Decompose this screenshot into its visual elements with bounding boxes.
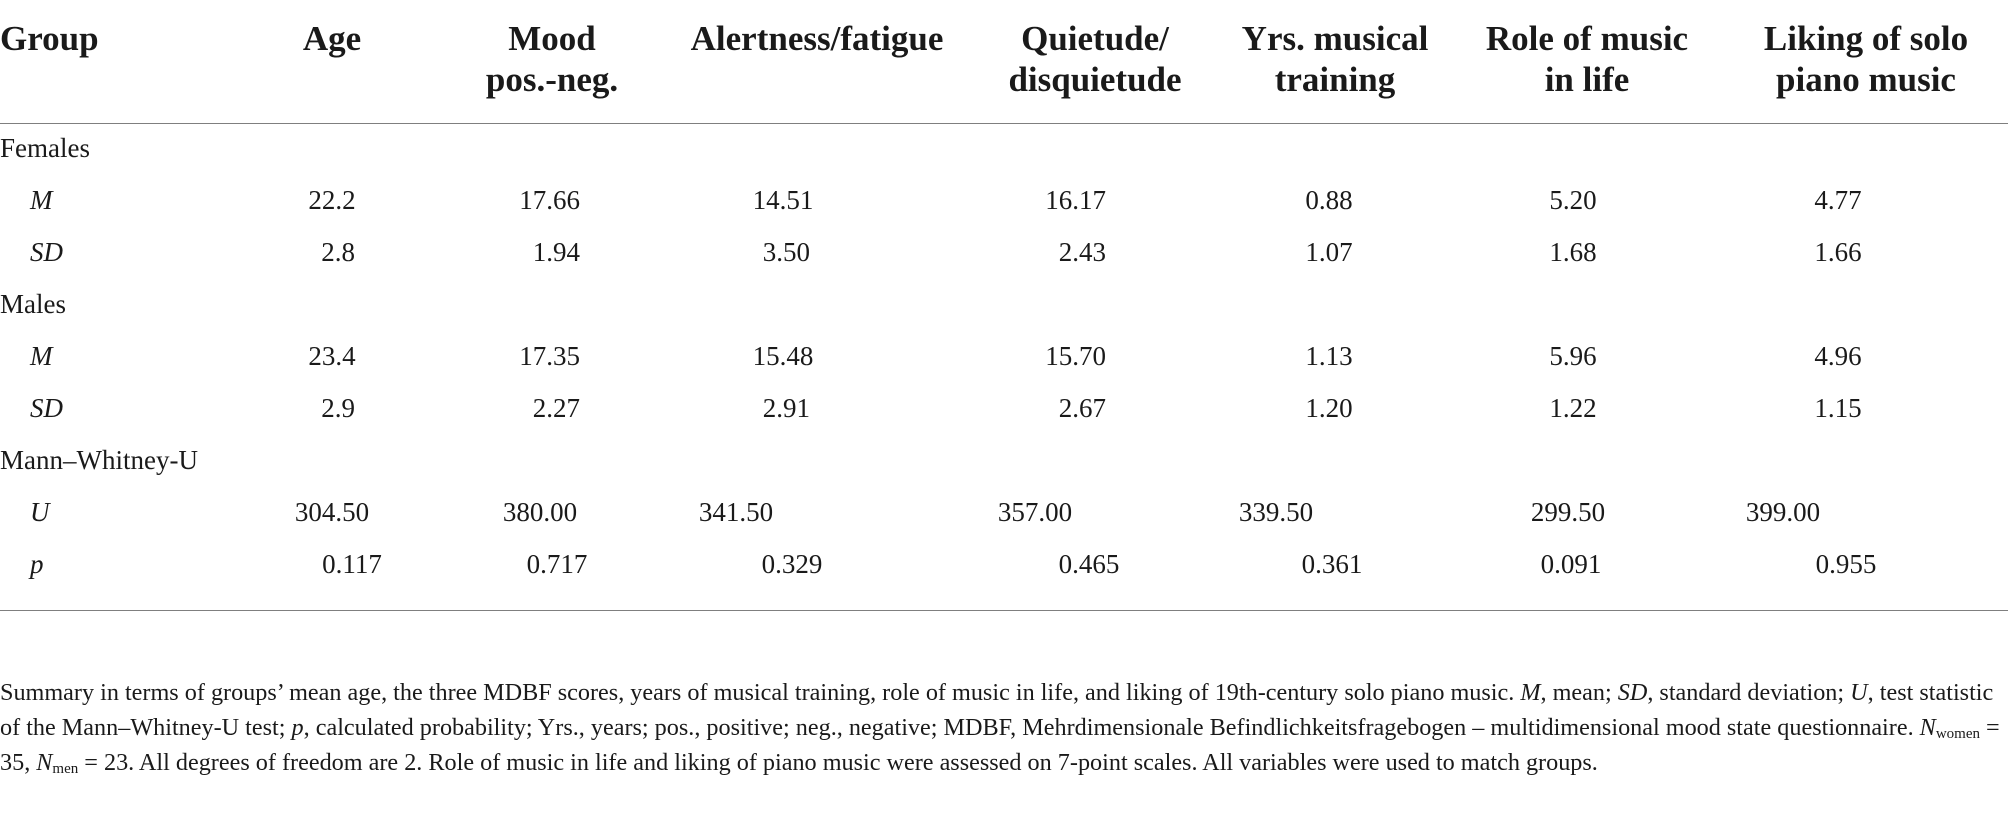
table-cell: 380.00 [502, 497, 578, 527]
table-cell: 0.717 [526, 549, 588, 579]
header-group: Group [0, 18, 200, 59]
table-cell: 357.00 [997, 497, 1073, 527]
note-symbol: N [36, 749, 53, 776]
table-cell: 17.35 [519, 341, 580, 371]
table-cell: 1.07 [1305, 237, 1353, 267]
table-cell: 2.91 [762, 393, 810, 423]
bottom-rule [0, 610, 2008, 611]
header-rule [0, 123, 2008, 124]
stat-label: SD [30, 393, 63, 423]
note-text: , mean; [1540, 679, 1618, 706]
stat-label: U [30, 497, 50, 527]
table-cell: 5.96 [1549, 341, 1597, 371]
table-cell: 1.15 [1814, 393, 1862, 423]
table-cell: 15.70 [1045, 341, 1106, 371]
header-musical-training: Yrs. musical training [1220, 18, 1450, 100]
table-cell: 15.48 [752, 341, 814, 371]
note-text: , test statistic of the Mann–Whitney-U t… [0, 679, 1994, 741]
table-cell: 0.361 [1301, 549, 1363, 579]
table-cell: 2.9 [321, 393, 355, 423]
table-cell: 4.96 [1814, 341, 1862, 371]
header-line: Alertness/fatigue [690, 19, 944, 58]
table-note: Summary in terms of groups’ mean age, th… [0, 675, 2008, 780]
table-cell: 339.50 [1238, 497, 1314, 527]
table-cell: 4.77 [1814, 185, 1862, 215]
note-symbol: M [1520, 679, 1541, 706]
table-cell: 2.43 [1058, 237, 1106, 267]
table-cell: 14.51 [752, 185, 814, 215]
table-cell: 299.50 [1530, 497, 1606, 527]
note-symbol: p [291, 714, 304, 741]
table-cell: 23.4 [308, 341, 356, 371]
note-text: , standard deviation; [1647, 679, 1851, 706]
table-cell: 0.88 [1305, 185, 1353, 215]
note-text: = 35, [0, 714, 2000, 776]
header-line: in life [1544, 60, 1630, 99]
header-line: Age [302, 19, 362, 58]
table-cell: 22.2 [308, 185, 356, 215]
header-alertness: Alertness/fatigue [672, 18, 962, 59]
table-cell: 2.67 [1058, 393, 1106, 423]
stat-label: p [30, 549, 44, 579]
table-cell: 0.955 [1815, 549, 1877, 579]
table-cell: 0.091 [1540, 549, 1602, 579]
table-cell: 399.00 [1745, 497, 1821, 527]
table-cell: 1.94 [532, 237, 580, 267]
table-cell: 1.68 [1549, 237, 1597, 267]
table-cell: 2.8 [321, 237, 355, 267]
header-line: Yrs. musical [1241, 19, 1429, 58]
table-cell: 0.329 [761, 549, 823, 579]
table-cell: 341.50 [698, 497, 774, 527]
header-line: disquietude [1008, 60, 1182, 99]
note-text: = 23. All degrees of freedom are 2. Role… [78, 749, 1598, 776]
table-cell: 1.13 [1305, 341, 1353, 371]
group-label-males: Males [0, 289, 66, 319]
header-line: Group [0, 19, 99, 58]
note-subscript: women [1935, 726, 1980, 742]
stat-label: M [30, 185, 53, 215]
table-cell: 5.20 [1549, 185, 1597, 215]
table-cell: 1.66 [1814, 237, 1862, 267]
header-age: Age [232, 18, 432, 59]
table-cell: 16.17 [1045, 185, 1106, 215]
stat-label: M [30, 341, 53, 371]
note-text: , calculated probability; Yrs., years; p… [303, 714, 1920, 741]
header-mood: Mood pos.-neg. [442, 18, 662, 100]
note-symbol: N [1919, 714, 1936, 741]
group-label-mann-whitney: Mann–Whitney-U [0, 445, 198, 475]
header-quietude: Quietude/ disquietude [985, 18, 1205, 100]
table-cell: 0.117 [322, 549, 382, 579]
note-subscript: men [52, 761, 79, 777]
header-line: pos.-neg. [485, 60, 619, 99]
note-symbol: U [1850, 679, 1868, 706]
header-line: Quietude/ [1021, 19, 1169, 58]
table-cell: 1.20 [1305, 393, 1353, 423]
header-line: piano music [1776, 60, 1956, 99]
table-cell: 17.66 [519, 185, 580, 215]
header-role-of-music: Role of music in life [1467, 18, 1707, 100]
stat-label: SD [30, 237, 63, 267]
note-text: Summary in terms of groups’ mean age, th… [0, 679, 1521, 706]
table-cell: 3.50 [762, 237, 810, 267]
header-line: Role of music [1485, 19, 1689, 58]
header-line: Mood [508, 19, 596, 58]
table-cell: 0.465 [1058, 549, 1120, 579]
header-line: training [1274, 60, 1396, 99]
header-line: Liking of solo [1763, 19, 1969, 58]
table-cell: 1.22 [1549, 393, 1597, 423]
header-liking-piano: Liking of solo piano music [1740, 18, 1992, 100]
note-symbol: SD [1617, 679, 1648, 706]
table-cell: 304.50 [294, 497, 370, 527]
group-label-females: Females [0, 133, 90, 163]
table-cell: 2.27 [532, 393, 580, 423]
